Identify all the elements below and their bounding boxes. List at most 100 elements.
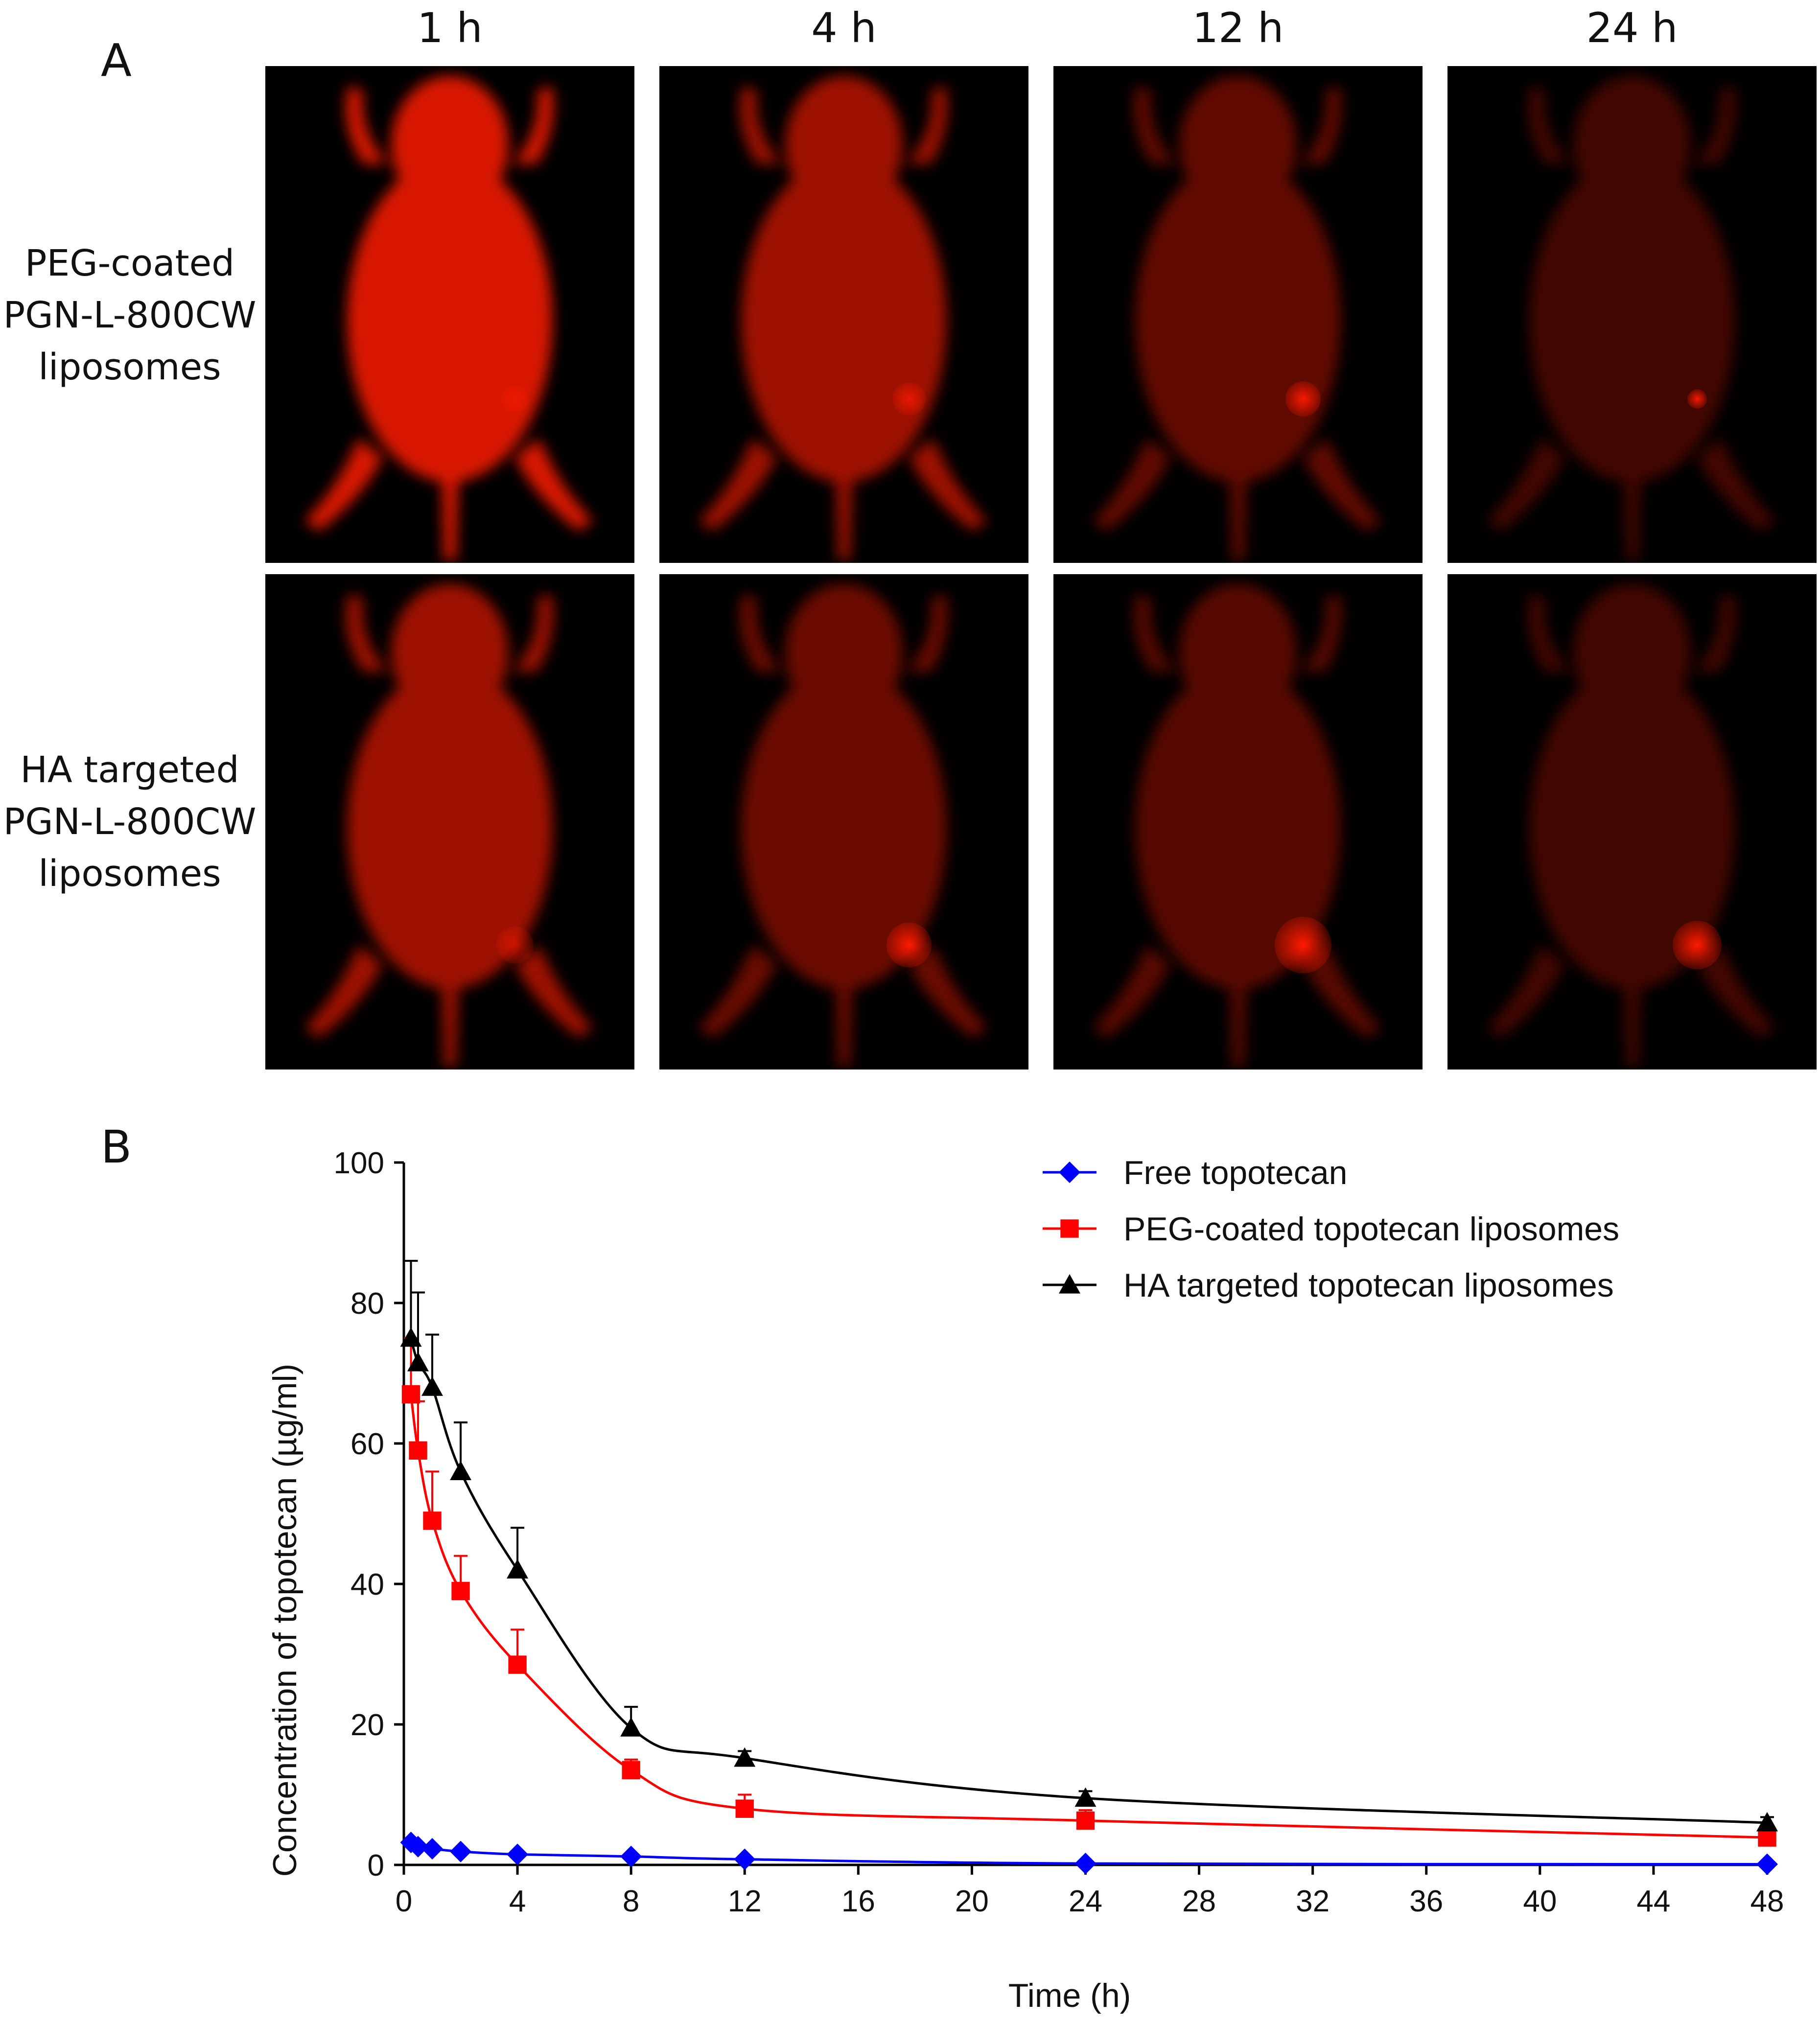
mouse-body-part (1093, 438, 1171, 531)
mouse-silhouette (304, 583, 593, 1068)
mouse-body-part (907, 593, 948, 672)
mouse-body-part (740, 86, 782, 164)
mouse-body-part (1487, 945, 1565, 1038)
legend: Free topotecan PEG-coated topotecan lipos… (1043, 1154, 1619, 1304)
mouse-silhouette (1487, 76, 1775, 560)
mouse-body-part (699, 945, 777, 1038)
data-point-diamond (407, 1836, 429, 1858)
mouse-silhouette (1093, 583, 1381, 1068)
row-label-line: liposomes (38, 853, 221, 895)
row-label-peg-coated: PEG-coated PGN-L-800CW liposomes (0, 237, 259, 393)
tumor-signal (887, 922, 932, 968)
legend-label: PEG-coated topotecan liposomes (1123, 1210, 1619, 1248)
row-label-line: HA targeted (20, 749, 239, 791)
mouse-body-part (1528, 86, 1570, 164)
data-point-diamond (1756, 1853, 1778, 1875)
row-label-line: PGN-L-800CW (3, 294, 257, 336)
data-point-triangle (1074, 1787, 1097, 1807)
mouse-body-part (515, 438, 593, 531)
data-point-diamond (400, 1832, 422, 1854)
mouse-body-part (304, 438, 383, 531)
x-tick-label: 16 (841, 1884, 875, 1918)
row-label-line: liposomes (38, 346, 221, 388)
mouse-body-part (1529, 159, 1735, 482)
series-lines (410, 1338, 1768, 1866)
mouse-body-part (1487, 438, 1565, 531)
y-tick-label: 20 (350, 1708, 384, 1742)
y-axis-label: Concentration of topotecan (µg/ml) (266, 1364, 303, 1877)
series-points (400, 1259, 1778, 1875)
mouse-body-part (515, 945, 593, 1038)
y-tick-label: 80 (350, 1287, 384, 1321)
tumor-signal (1687, 389, 1707, 409)
legend-label: HA targeted topotecan liposomes (1123, 1267, 1614, 1304)
mouse-body-part (1301, 593, 1342, 672)
tumor-signal (1285, 381, 1321, 417)
x-tick-label: 20 (955, 1884, 989, 1918)
data-point-diamond (450, 1840, 472, 1862)
mouse-silhouette (699, 76, 987, 560)
mouse-body-part (304, 945, 383, 1038)
mouse-body-part (442, 467, 459, 560)
mouse-body-part (1134, 593, 1176, 672)
mouse-body-part (836, 467, 853, 560)
panel-a-letter: A (101, 34, 132, 87)
data-point-triangle (421, 1376, 443, 1396)
mouse-body-part (1135, 159, 1341, 482)
mouse-body-part (347, 159, 553, 482)
x-axis-label: Time (h) (1008, 1977, 1131, 2014)
mouse-body-part (1134, 86, 1176, 164)
column-label-24h: 24 h (1586, 4, 1678, 52)
row-label-ha-targeted: HA targeted PGN-L-800CW liposomes (0, 744, 259, 900)
mouse-body-part (1695, 593, 1736, 672)
row-label-line: PGN-L-800CW (3, 801, 257, 843)
x-tick-label: 24 (1069, 1884, 1102, 1918)
mouse-body-part (346, 86, 388, 164)
tumor-signal (1275, 916, 1331, 974)
data-point-square (508, 1655, 527, 1674)
mouse-body-part (1303, 438, 1381, 531)
x-tick-label: 40 (1523, 1884, 1557, 1918)
mouse-body-part (909, 945, 987, 1038)
tumor-signal (1673, 920, 1722, 970)
x-tick-label: 44 (1636, 1884, 1670, 1918)
mouse-body-part (1529, 667, 1735, 989)
data-point-triangle (1059, 1274, 1080, 1294)
data-point-square (735, 1799, 754, 1818)
mouse-body-part (1093, 945, 1171, 1038)
mouse-silhouette (304, 76, 593, 560)
mouse-body-part (347, 667, 553, 989)
mouse-body-part (1695, 86, 1736, 164)
mouse-body-part (513, 593, 554, 672)
mouse-image-ha-12h (1053, 574, 1423, 1070)
data-point-square (622, 1761, 640, 1779)
x-tick-label: 12 (728, 1884, 762, 1918)
data-point-diamond (421, 1837, 443, 1860)
data-point-diamond (507, 1843, 529, 1865)
mouse-silhouette (1487, 583, 1775, 1068)
data-point-triangle (1756, 1812, 1778, 1832)
column-label-12h: 12 h (1192, 4, 1284, 52)
tumor-signal (892, 382, 926, 416)
mouse-image-ha-4h (659, 574, 1028, 1070)
x-tick-label: 28 (1182, 1884, 1216, 1918)
x-tick-label: 0 (396, 1884, 412, 1918)
mouse-image-peg-12h (1053, 66, 1423, 563)
series-line (410, 1338, 1768, 1824)
data-point-diamond (1074, 1853, 1097, 1875)
x-tick-label: 8 (623, 1884, 639, 1918)
data-point-square (451, 1581, 470, 1601)
mouse-image-peg-4h (659, 66, 1028, 563)
data-point-triangle (407, 1351, 429, 1372)
y-tick-label: 0 (368, 1849, 384, 1883)
mouse-image-peg-1h (265, 66, 634, 563)
y-tick-label: 60 (350, 1427, 384, 1461)
mouse-image-peg-24h (1447, 66, 1817, 563)
panel-b-letter: B (101, 1121, 132, 1173)
y-tick-label: 100 (334, 1146, 384, 1180)
mouse-image-ha-24h (1447, 574, 1817, 1070)
series-line (410, 1394, 1768, 1839)
mouse-body-part (513, 86, 554, 164)
data-point-square (1758, 1828, 1776, 1847)
